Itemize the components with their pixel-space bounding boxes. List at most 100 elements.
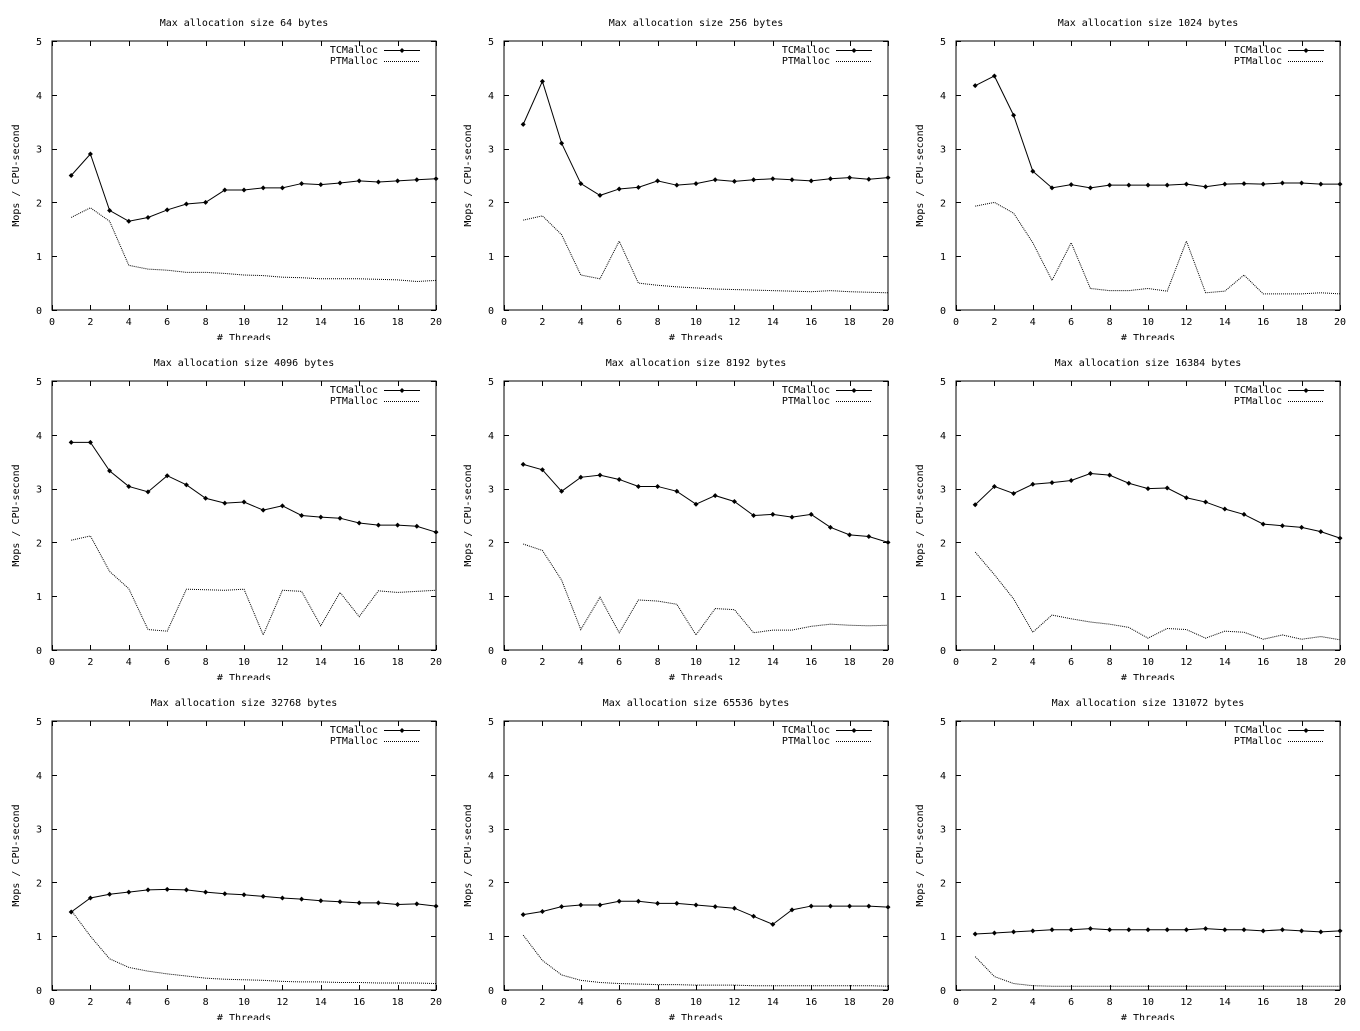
data-point <box>789 177 795 183</box>
data-point <box>1299 928 1305 934</box>
data-point <box>731 499 737 505</box>
legend-marker <box>1303 728 1309 733</box>
x-tick-label: 16 <box>353 317 365 328</box>
data-point <box>1068 182 1074 188</box>
data-point <box>1222 927 1228 933</box>
x-tick-label: 0 <box>501 317 507 328</box>
data-point <box>356 520 362 526</box>
series-line-ptmalloc <box>522 934 889 987</box>
data-point <box>712 904 718 910</box>
data-point <box>1030 168 1036 174</box>
legend-label: PTMalloc <box>782 56 830 67</box>
data-point <box>356 178 362 184</box>
data-point <box>693 181 699 187</box>
data-point <box>145 489 151 495</box>
data-point <box>164 473 170 479</box>
data-point <box>395 522 401 528</box>
x-tick-label: 18 <box>1296 997 1308 1008</box>
data-point <box>337 899 343 905</box>
data-point <box>712 493 718 499</box>
data-point <box>520 912 526 918</box>
data-point <box>433 176 439 182</box>
legend-marker <box>399 728 405 733</box>
y-tick-label: 1 <box>488 592 494 603</box>
data-point <box>1299 180 1305 186</box>
data-point <box>847 903 853 909</box>
data-point <box>751 913 757 919</box>
y-tick-label: 0 <box>940 306 946 317</box>
data-point <box>1087 471 1093 477</box>
data-point <box>414 177 420 183</box>
data-point <box>203 495 209 501</box>
data-point <box>337 515 343 521</box>
data-point <box>520 461 526 467</box>
data-point <box>68 439 74 445</box>
y-tick-label: 2 <box>488 538 494 549</box>
x-tick-label: 20 <box>1334 657 1346 668</box>
legend-label: PTMalloc <box>330 56 378 67</box>
x-tick-label: 2 <box>87 657 93 668</box>
chart-title: Max allocation size 256 bytes <box>609 18 784 29</box>
y-tick-label: 3 <box>36 485 42 496</box>
data-point <box>203 889 209 895</box>
x-tick-label: 10 <box>1142 317 1154 328</box>
chart-title: Max allocation size 64 bytes <box>160 18 329 29</box>
x-tick-label: 20 <box>882 997 894 1008</box>
x-tick-label: 14 <box>1219 657 1231 668</box>
chart-panel: Max allocation size 256 bytes 0 2 4 6 8 10 12 14… <box>452 0 904 340</box>
y-tick-label: 5 <box>940 377 946 388</box>
data-point <box>375 900 381 906</box>
y-tick-label: 1 <box>488 252 494 263</box>
data-point <box>260 185 266 191</box>
x-tick-label: 14 <box>315 997 327 1008</box>
data-point <box>279 185 285 191</box>
data-point <box>1183 181 1189 187</box>
data-point <box>827 176 833 182</box>
x-tick-label: 6 <box>616 317 622 328</box>
data-point <box>241 892 247 898</box>
x-axis-label: # Threads <box>1121 333 1175 340</box>
data-point <box>789 907 795 913</box>
x-tick-label: 18 <box>392 657 404 668</box>
y-tick-label: 3 <box>488 145 494 156</box>
data-point <box>712 177 718 183</box>
x-tick-label: 18 <box>844 997 856 1008</box>
data-point <box>770 921 776 927</box>
x-tick-label: 4 <box>126 997 132 1008</box>
x-tick-label: 8 <box>203 657 209 668</box>
data-point <box>597 902 603 908</box>
x-tick-label: 4 <box>126 657 132 668</box>
x-tick-label: 20 <box>430 657 442 668</box>
x-tick-label: 2 <box>87 317 93 328</box>
x-tick-label: 16 <box>1257 317 1269 328</box>
data-point <box>1279 523 1285 529</box>
plot-frame <box>955 720 1341 991</box>
data-point <box>616 186 622 192</box>
legend-label: TCMalloc <box>330 725 378 736</box>
y-tick-label: 2 <box>940 538 946 549</box>
chart-title: Max allocation size 131072 bytes <box>1052 698 1245 709</box>
legend-label: TCMalloc <box>1234 45 1282 56</box>
y-axis-label: Mops / CPU-second <box>463 464 474 566</box>
data-point <box>1318 529 1324 535</box>
chart-panel: Max allocation size 64 bytes 0 2 4 6 8 10 12 14 1… <box>0 0 452 340</box>
data-point <box>770 176 776 182</box>
data-point <box>693 902 699 908</box>
x-axis-label: # Threads <box>1121 1013 1175 1020</box>
x-tick-label: 6 <box>1068 997 1074 1008</box>
series-line-ptmalloc <box>71 535 437 637</box>
data-point <box>68 909 74 915</box>
x-tick-label: 2 <box>539 997 545 1008</box>
data-point <box>107 468 113 474</box>
plot-frame <box>955 40 1341 311</box>
y-axis-label: Mops / CPU-second <box>463 804 474 906</box>
data-point <box>539 467 545 473</box>
x-tick-label: 6 <box>164 997 170 1008</box>
x-tick-label: 18 <box>392 997 404 1008</box>
series-line-tcmalloc <box>522 79 889 196</box>
y-tick-label: 1 <box>36 592 42 603</box>
data-point <box>222 891 228 897</box>
